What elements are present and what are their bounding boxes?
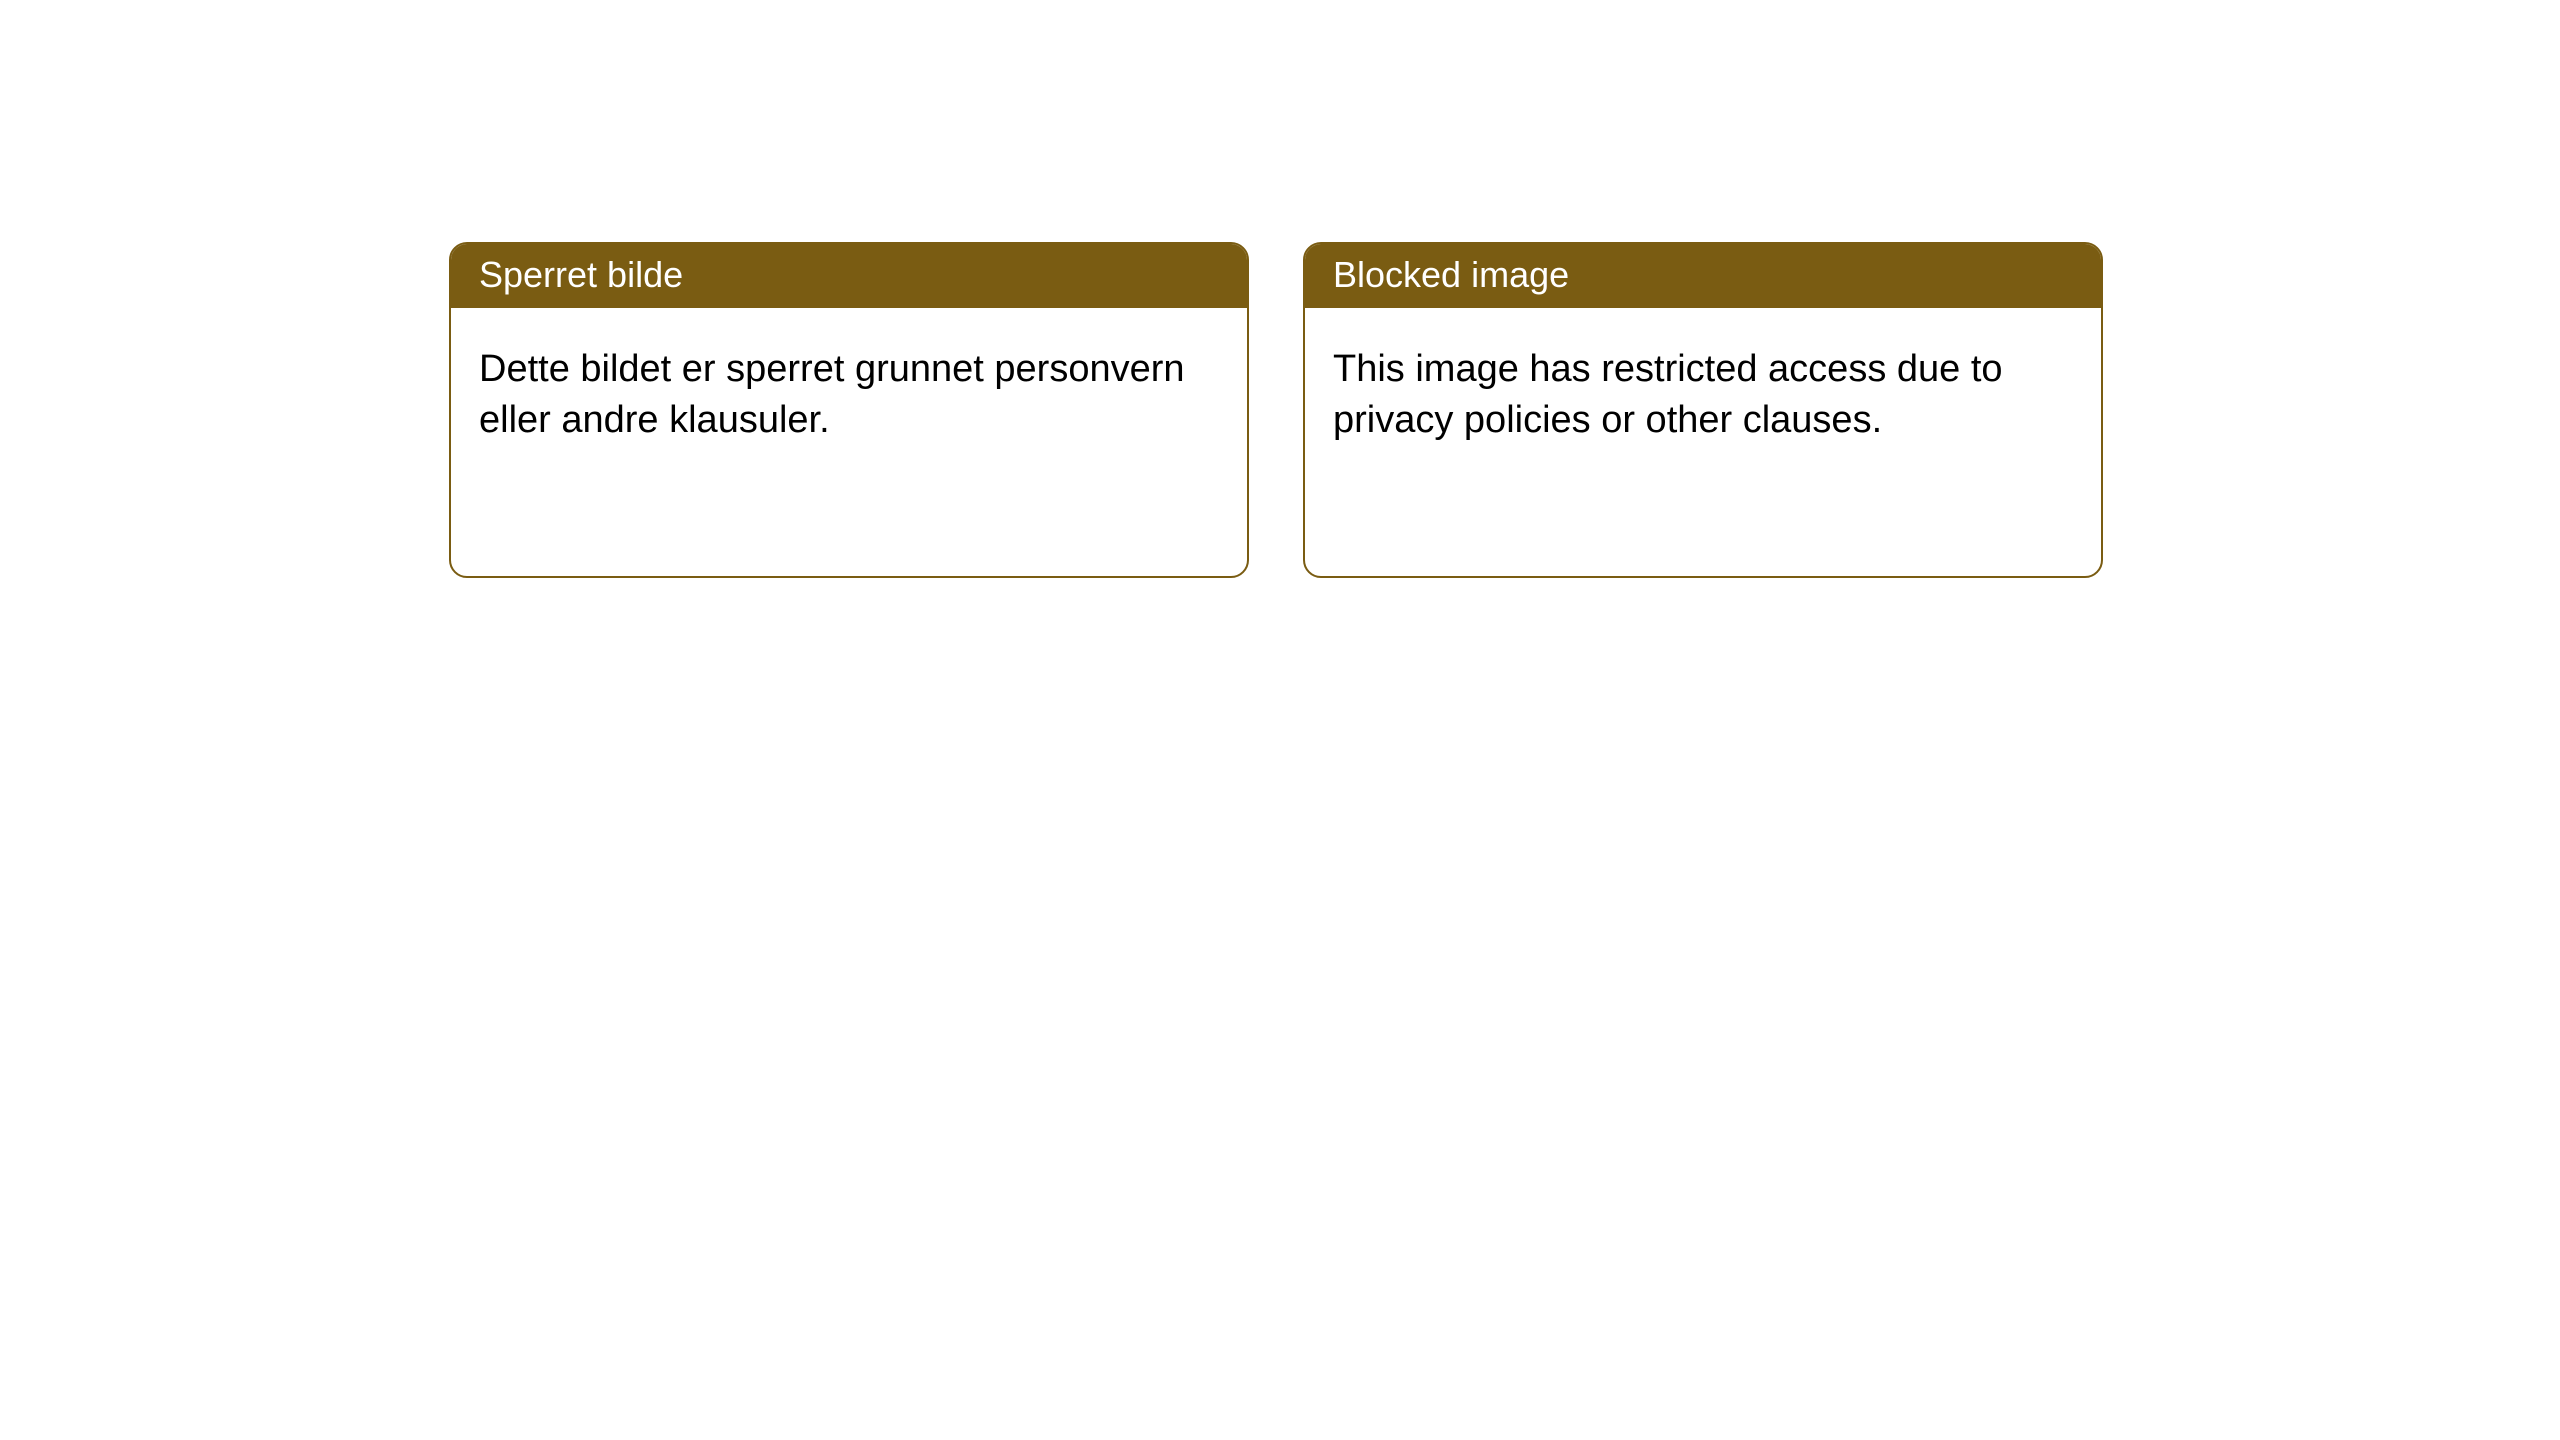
blocked-image-card-en: Blocked image This image has restricted … bbox=[1303, 242, 2103, 578]
card-body-en: This image has restricted access due to … bbox=[1305, 308, 2101, 475]
card-body-no: Dette bildet er sperret grunnet personve… bbox=[451, 308, 1247, 475]
notice-container: Sperret bilde Dette bildet er sperret gr… bbox=[0, 0, 2560, 578]
blocked-image-card-no: Sperret bilde Dette bildet er sperret gr… bbox=[449, 242, 1249, 578]
card-header-en: Blocked image bbox=[1305, 244, 2101, 308]
card-header-no: Sperret bilde bbox=[451, 244, 1247, 308]
